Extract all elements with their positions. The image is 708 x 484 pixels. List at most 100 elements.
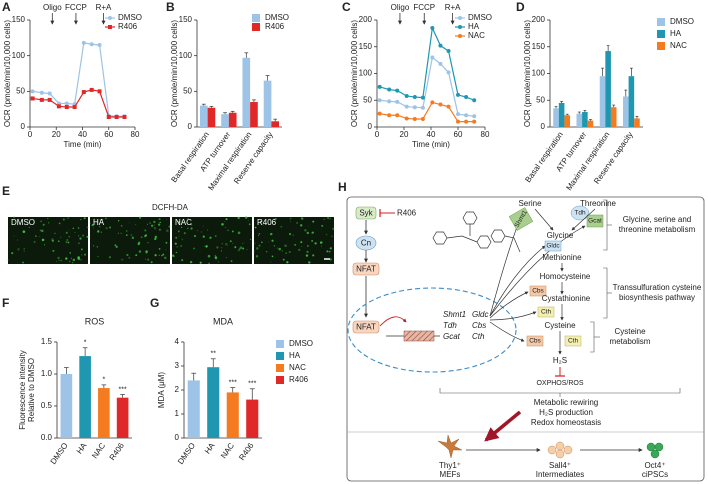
x-tick-label: Reserve capacity xyxy=(232,130,275,185)
fluorescent-spot xyxy=(274,217,277,221)
gene-label: Gldc xyxy=(472,310,488,319)
diagram: Syk R406 Cn NFAT NFAT Shmt1 Tdh Gcat Gld… xyxy=(346,196,705,482)
gene-label: Tdh xyxy=(443,321,457,330)
fluorescent-spot xyxy=(207,254,211,258)
fluorescent-spot xyxy=(300,224,303,227)
fluorescent-spot xyxy=(58,259,60,261)
fluorescent-spot xyxy=(278,247,281,251)
fluorescent-spot xyxy=(323,218,325,221)
x-axis-label: Time (min) xyxy=(412,140,450,149)
node-label: NFAT xyxy=(356,323,376,332)
fluorescent-spot xyxy=(23,248,25,250)
significance: *** xyxy=(119,386,127,393)
fluorescent-spot xyxy=(60,259,63,262)
fluorescent-spot xyxy=(41,229,44,233)
bar xyxy=(263,80,272,127)
node-label: Syk xyxy=(359,209,373,218)
fluorescent-spot xyxy=(91,224,94,227)
fluorescent-spot xyxy=(174,242,177,245)
fluorescent-spot xyxy=(181,220,183,222)
fluorescent-spot xyxy=(39,229,42,232)
fluorescent-spot xyxy=(159,221,161,224)
fluorescent-spot xyxy=(66,238,69,242)
y-tick-label: 150 xyxy=(532,42,546,51)
fluorescent-spot xyxy=(153,220,156,224)
series-line xyxy=(379,101,475,123)
bar xyxy=(628,76,635,127)
metabolite: Cysteine xyxy=(544,321,576,330)
fluorescent-spot xyxy=(68,260,71,263)
fluorescent-spot xyxy=(282,258,285,261)
panel-label: G xyxy=(150,296,159,310)
fluorescent-spot xyxy=(80,258,82,261)
bar xyxy=(98,388,110,438)
metabolite: H₂S xyxy=(553,356,567,365)
fluorescent-spot xyxy=(42,223,45,226)
x-tick-label: 40 xyxy=(427,130,436,139)
image-label: R406 xyxy=(257,218,277,227)
fluorescent-spot xyxy=(281,250,284,252)
fluorescent-spot xyxy=(175,236,178,239)
bar xyxy=(207,107,216,127)
point xyxy=(446,104,451,109)
fluorescent-spot xyxy=(182,221,184,224)
y-tick-label: 1.0 xyxy=(41,369,53,378)
fluorescent-spot xyxy=(326,250,329,253)
enzyme-box xyxy=(544,240,562,252)
fluorescent-spot xyxy=(44,244,46,246)
point xyxy=(420,105,425,110)
significance: * xyxy=(103,377,106,384)
fluorescent-spot xyxy=(254,242,256,244)
fluorescent-spot xyxy=(234,246,237,249)
panel-label: H xyxy=(338,180,347,194)
arrow xyxy=(379,316,407,327)
fluorescent-spot xyxy=(301,246,303,248)
annotation: Oligo xyxy=(43,3,62,12)
y-tick-label: 100 xyxy=(12,51,26,60)
fluorescent-spot xyxy=(80,248,83,251)
fluorescent-spot xyxy=(168,225,171,228)
point xyxy=(420,116,425,121)
fluorescent-spot xyxy=(225,218,228,221)
gene-label: Cth xyxy=(472,332,485,341)
image-row: DMSO HA NAC R406 xyxy=(7,216,335,265)
significance: * xyxy=(84,340,87,347)
fluorescent-spot xyxy=(286,261,289,264)
pathway-label: Transsulfuration cysteine xyxy=(613,283,702,292)
fluorescent-spot xyxy=(270,232,273,236)
point xyxy=(81,90,86,95)
y-tick-label: 100 xyxy=(179,51,193,60)
point xyxy=(64,101,69,106)
fluorescent-spot xyxy=(258,233,261,235)
enzyme-ellipse xyxy=(570,205,590,221)
point xyxy=(456,92,460,97)
point xyxy=(464,95,469,100)
point xyxy=(30,96,35,101)
bar xyxy=(605,51,611,127)
metabolite: Methionine xyxy=(542,253,582,262)
fluorescent-spot xyxy=(237,231,241,235)
outcome: Redox homeostasis xyxy=(531,418,601,427)
fluorescent-spot xyxy=(230,260,233,263)
x-tick-label: Basal respiration xyxy=(169,130,211,184)
fluorescent-spot xyxy=(306,250,309,254)
fluorescent-spot xyxy=(138,216,142,219)
fluorescent-spot xyxy=(180,244,183,248)
fluorescent-spot xyxy=(28,226,30,229)
fluorescent-spot xyxy=(289,217,292,220)
brackets xyxy=(439,199,681,397)
fluorescent-spot xyxy=(332,227,335,230)
big-arrow xyxy=(484,410,522,442)
fluorescent-spot xyxy=(13,221,15,223)
fluorescent-spot xyxy=(131,236,135,240)
fluorescent-spot xyxy=(273,245,276,247)
annotation: FCCP xyxy=(65,3,87,12)
bar xyxy=(221,114,229,127)
point xyxy=(387,99,392,104)
fluorescent-spot xyxy=(34,235,37,237)
fluorescent-spot xyxy=(177,221,180,224)
fluorescent-spot xyxy=(62,218,65,221)
fluorescent-spot xyxy=(288,232,292,236)
fluorescent-spot xyxy=(158,254,160,256)
enzyme: Cbs xyxy=(532,288,544,295)
